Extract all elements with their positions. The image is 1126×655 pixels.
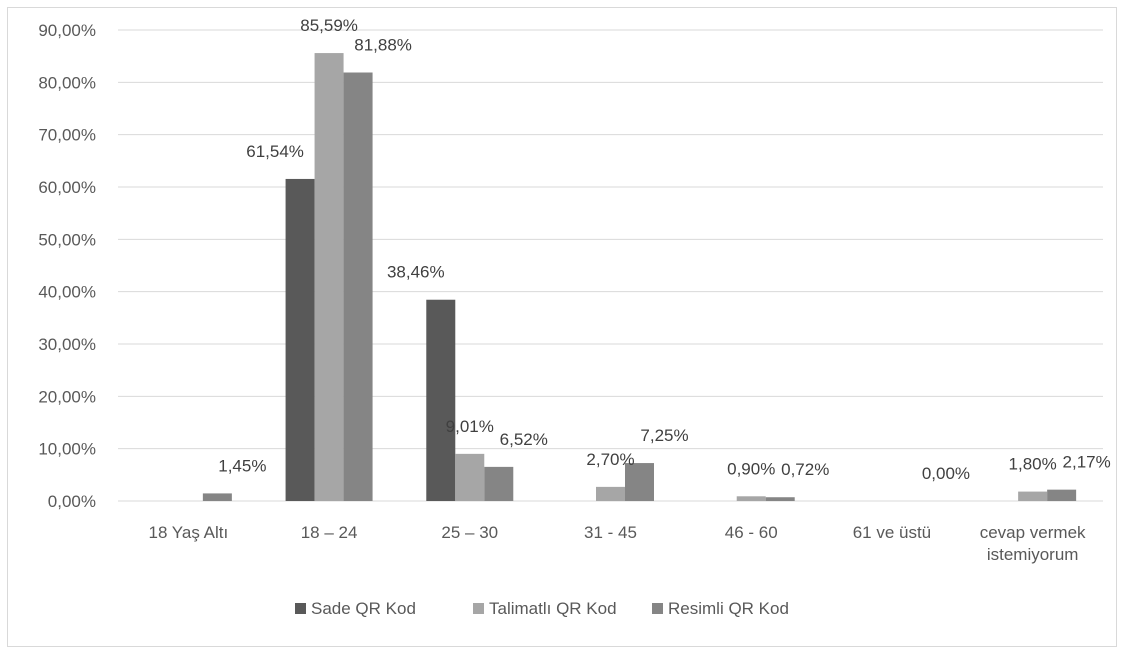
data-label: 85,59% [300,16,358,35]
bar [314,53,344,501]
legend-swatch [473,603,484,614]
data-label: 9,01% [446,417,494,436]
data-label: 2,70% [586,450,634,469]
legend-swatch [652,603,663,614]
y-tick-label: 60,00% [38,178,96,197]
bar [343,72,373,502]
data-labels: 61,54% 38,46% 85,59% 9,01% 2,70% 0,90% 1,80% 1,… [218,16,1110,483]
legend-label: Sade QR Kod [311,599,416,618]
bars [202,53,1077,502]
data-label: 1,45% [218,456,266,475]
x-tick-label: 61 ve üstü [853,523,931,542]
legend-swatch [295,603,306,614]
bar [625,463,654,501]
bar [285,178,315,501]
x-tick-label: cevap vermek istemiyorum [980,523,1086,564]
bar [484,466,514,501]
x-tick-label: 18 – 24 [301,523,358,542]
legend-label: Talimatlı QR Kod [489,599,617,618]
y-tick-label: 0,00% [48,492,96,511]
bar [202,493,232,501]
bar [1047,489,1077,501]
data-label: 0,00% [922,464,970,483]
legend: Sade QR Kod Talimatlı QR Kod Resimli QR Ko… [295,599,789,618]
data-label: 0,90% [727,459,775,478]
data-label: 2,17% [1063,453,1111,472]
data-label: 6,52% [500,430,548,449]
bar [736,496,766,501]
x-tick-label: 46 - 60 [725,523,778,542]
x-tick-label: 31 - 45 [584,523,637,542]
y-axis: 0,00% 10,00% 20,00% 30,00% 40,00% 50,00% 60,00… [38,21,96,511]
bar [455,453,485,501]
y-tick-label: 40,00% [38,283,96,302]
y-tick-label: 80,00% [38,73,96,92]
bar [426,299,456,501]
data-label: 0,72% [781,460,829,479]
y-tick-label: 70,00% [38,126,96,145]
y-tick-label: 20,00% [38,387,96,406]
y-tick-label: 30,00% [38,335,96,354]
legend-label: Resimli QR Kod [668,599,789,618]
bar [596,486,625,501]
data-label: 81,88% [354,35,412,54]
y-tick-label: 10,00% [38,440,96,459]
data-label: 61,54% [246,142,304,161]
gridlines [118,29,1103,502]
bar [765,497,795,501]
data-label: 38,46% [387,263,445,282]
x-tick-label: 18 Yaş Altı [148,523,228,542]
bar [1018,491,1048,501]
x-axis: 18 Yaş Altı 18 – 24 25 – 30 31 - 45 46 - 60 6… [148,523,1086,564]
chart-frame [7,7,1117,647]
data-label: 7,25% [640,426,688,445]
data-label: 1,80% [1009,455,1057,474]
y-tick-label: 50,00% [38,230,96,249]
x-tick-label: 25 – 30 [441,523,498,542]
y-tick-label: 90,00% [38,21,96,40]
